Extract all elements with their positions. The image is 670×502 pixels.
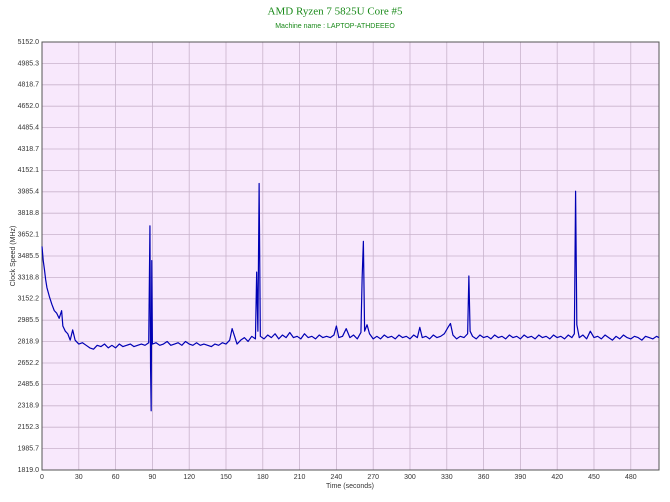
y-tick-label: 3485.5 [18, 253, 40, 260]
y-tick-label: 4652.0 [18, 103, 40, 110]
x-tick-label: 210 [294, 474, 306, 481]
y-tick-label: 2318.9 [18, 403, 40, 410]
y-tick-label: 2818.9 [18, 338, 40, 345]
x-tick-label: 120 [183, 474, 195, 481]
y-tick-label: 2985.5 [18, 317, 40, 324]
y-tick-label: 4485.4 [18, 124, 40, 131]
y-tick-label: 3818.8 [18, 210, 40, 217]
x-tick-label: 420 [551, 474, 563, 481]
x-tick-label: 360 [478, 474, 490, 481]
y-tick-label: 3152.2 [18, 296, 40, 303]
y-tick-label: 3318.8 [18, 274, 40, 281]
x-tick-label: 330 [441, 474, 453, 481]
y-axis-label: Clock Speed (MHz) [10, 226, 17, 287]
y-tick-label: 2152.3 [18, 424, 40, 431]
x-tick-label: 180 [257, 474, 269, 481]
y-tick-label: 4818.7 [18, 82, 40, 89]
chart-title: AMD Ryzen 7 5825U Core #5 [268, 6, 403, 18]
y-tick-label: 2485.6 [18, 381, 40, 388]
x-tick-label: 480 [625, 474, 637, 481]
chart-subtitle: Machine name : LAPTOP-ATHDEEEO [275, 23, 395, 30]
x-axis-label: Time (seconds) [326, 483, 374, 490]
y-tick-label: 4985.3 [18, 60, 40, 67]
y-tick-label: 3985.4 [18, 189, 40, 196]
x-tick-label: 150 [220, 474, 232, 481]
x-tick-label: 300 [404, 474, 416, 481]
y-tick-label: 3652.1 [18, 231, 40, 238]
x-tick-label: 0 [40, 474, 44, 481]
y-tick-label: 2652.2 [18, 360, 40, 367]
plot-border [41, 41, 660, 471]
x-tick-label: 90 [148, 474, 156, 481]
x-tick-label: 240 [331, 474, 343, 481]
y-tick-label: 5152.0 [18, 39, 40, 46]
x-tick-label: 30 [75, 474, 83, 481]
y-tick-label: 1819.0 [18, 467, 40, 474]
y-tick-label: 4318.7 [18, 146, 40, 153]
y-tick-label: 4152.1 [18, 167, 40, 174]
x-tick-label: 390 [515, 474, 527, 481]
series-line [41, 182, 660, 412]
x-tick-label: 450 [588, 474, 600, 481]
x-tick-label: 60 [112, 474, 120, 481]
y-tick-label: 1985.7 [18, 445, 40, 452]
x-tick-label: 270 [367, 474, 379, 481]
